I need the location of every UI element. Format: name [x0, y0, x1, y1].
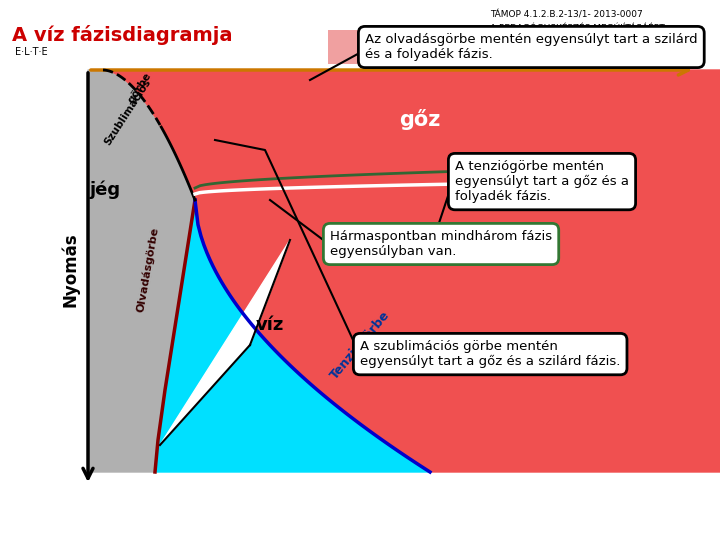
Text: TÁMOP 4.1.2.B.2-13/1- 2013-0007: TÁMOP 4.1.2.B.2-13/1- 2013-0007: [490, 10, 643, 19]
Text: Az olvadásgörbe mentén egyensúlyt tart a szilárd
és a folyadék fázis.: Az olvadásgörbe mentén egyensúlyt tart a…: [365, 33, 698, 61]
Text: Tenziógörbe: Tenziógörbe: [328, 308, 392, 382]
Text: Hármaspontban mindhárom fázis
egyensúlyban van.: Hármaspontban mindhárom fázis egyensúlyb…: [330, 230, 552, 258]
Text: Olvadásgörbe: Olvadásgörbe: [135, 227, 161, 313]
Text: E·L·T·E: E·L·T·E: [15, 47, 48, 57]
Text: víz: víz: [256, 316, 284, 334]
Polygon shape: [160, 240, 290, 445]
Polygon shape: [88, 70, 195, 472]
Text: Szublimációs: Szublimációs: [103, 77, 153, 147]
FancyBboxPatch shape: [328, 30, 507, 64]
Text: A tenziógörbe mentén
egyensúlyt tart a gőz és a
folyadék fázis.: A tenziógörbe mentén egyensúlyt tart a g…: [455, 160, 629, 203]
Text: A víz fázisdiagramja: A víz fázisdiagramja: [12, 25, 233, 45]
Polygon shape: [103, 70, 720, 472]
Text: Nyomás: Nyomás: [60, 233, 79, 307]
Text: jég: jég: [89, 181, 120, 199]
Text: A PEDAGÓGUSKÉPZÉS MEGÚJÍTÁSÁÉRT: A PEDAGÓGUSKÉPZÉS MEGÚJÍTÁSÁÉRT: [490, 23, 665, 33]
Polygon shape: [155, 200, 430, 472]
Text: gőz: gőz: [400, 110, 441, 131]
Text: görbe: görbe: [127, 71, 153, 105]
Text: A szublimációs görbe mentén
egyensúlyt tart a gőz és a szilárd fázis.: A szublimációs görbe mentén egyensúlyt t…: [360, 340, 621, 368]
Text: Hőmérséklet: Hőmérséklet: [358, 38, 478, 56]
